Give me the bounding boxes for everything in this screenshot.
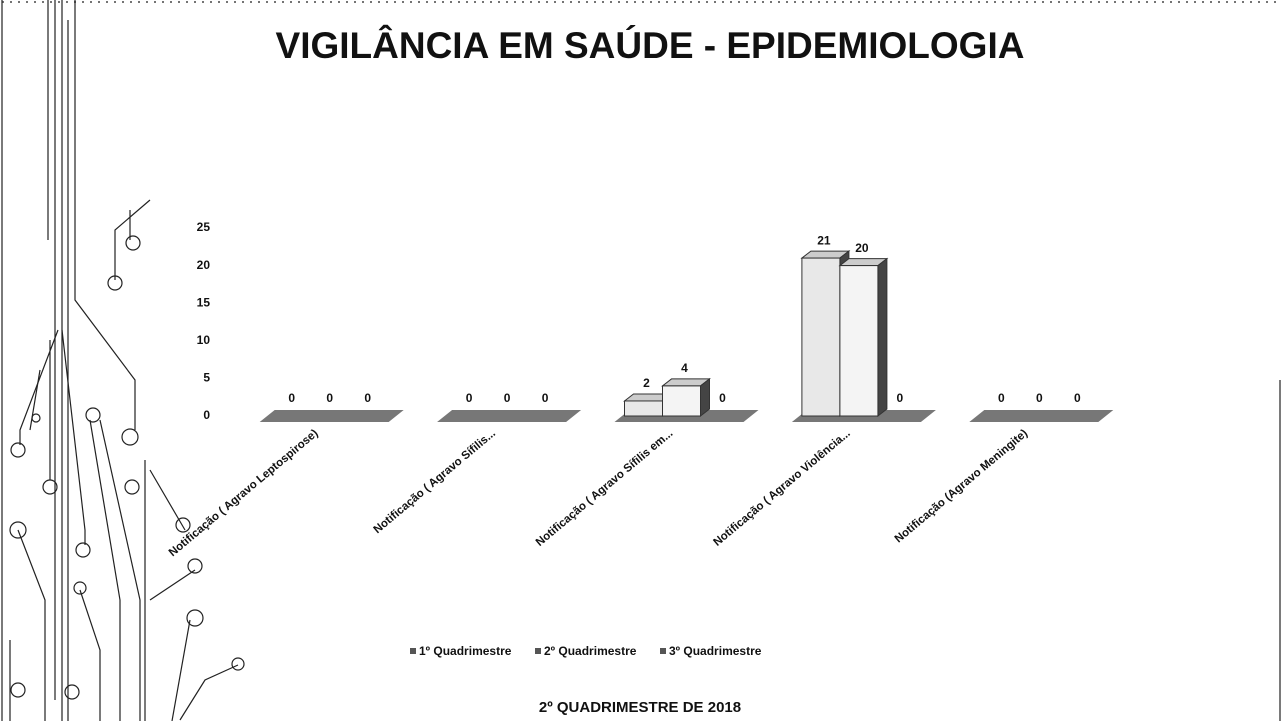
value-label: 0 <box>1036 391 1043 405</box>
chart-subtitle: 2º QUADRIMESTRE DE 2018 <box>539 699 741 716</box>
legend-label: 3º Quadrimestre <box>669 644 762 658</box>
value-label: 0 <box>719 391 726 405</box>
bar-side <box>877 257 888 418</box>
y-tick-label: 10 <box>197 333 211 347</box>
bar <box>839 265 879 417</box>
y-tick-label: 25 <box>197 220 211 234</box>
legend-swatch <box>535 648 541 654</box>
value-label: 0 <box>466 391 473 405</box>
value-label: 0 <box>542 391 549 405</box>
value-label: 0 <box>998 391 1005 405</box>
floor <box>969 410 1114 422</box>
bar <box>624 400 663 417</box>
value-label: 0 <box>326 391 333 405</box>
value-label: 2 <box>643 376 650 390</box>
y-tick-label: 15 <box>197 295 211 309</box>
bar <box>801 257 841 417</box>
chart-title: VIGILÂNCIA EM SAÚDE - EPIDEMIOLOGIA <box>276 24 1025 66</box>
value-label: 0 <box>897 391 904 405</box>
legend-swatch <box>660 648 666 654</box>
legend-label: 2º Quadrimestre <box>544 644 637 658</box>
floor <box>259 410 404 422</box>
y-tick-label: 20 <box>197 258 211 272</box>
x-tick-label: Notificação ( Agravo Sífilis... <box>372 427 498 536</box>
x-tick-label: Notificação ( Agravo Sífilis em... <box>534 427 676 548</box>
bar-side <box>700 377 710 418</box>
x-tick-label: Notificação (Agravo Meningite) <box>893 427 1031 545</box>
value-label: 21 <box>817 233 831 247</box>
value-label: 0 <box>1074 391 1081 405</box>
x-tick-label: Notificação ( Agravo Leptospirose) <box>167 427 321 559</box>
value-label: 0 <box>504 391 511 405</box>
y-tick-label: 5 <box>203 371 210 385</box>
floor <box>437 410 582 422</box>
value-label: 0 <box>364 391 371 405</box>
value-label: 4 <box>681 361 688 375</box>
legend-swatch <box>410 648 416 654</box>
value-label: 0 <box>288 391 295 405</box>
x-tick-label: Notificação ( Agravo Violência... <box>711 427 852 548</box>
y-tick-label: 0 <box>203 408 210 422</box>
legend-label: 1º Quadrimestre <box>419 644 512 658</box>
value-label: 20 <box>855 241 869 255</box>
bar <box>662 385 701 417</box>
